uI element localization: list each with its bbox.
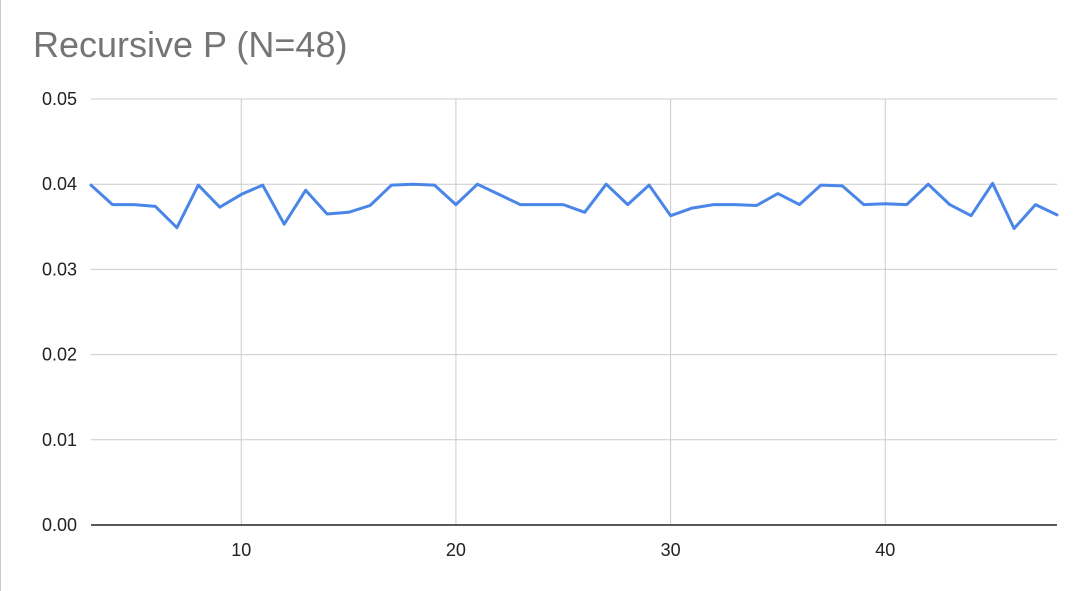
data-point — [669, 214, 672, 217]
data-point — [454, 203, 457, 206]
data-point — [841, 184, 844, 187]
x-tick-label: 40 — [875, 540, 895, 560]
data-point — [412, 183, 415, 186]
chart-title: Recursive P (N=48) — [33, 24, 348, 65]
data-point — [326, 213, 329, 216]
tick-labels: 0.00 0.01 0.02 0.03 0.04 0.05 10 20 30 40 — [42, 89, 895, 560]
data-point — [154, 205, 157, 208]
data-point — [347, 211, 350, 214]
data-point — [691, 207, 694, 210]
data-point — [1034, 203, 1037, 206]
data-point — [798, 203, 801, 206]
y-tick-label: 0.00 — [42, 515, 77, 535]
data-point — [905, 203, 908, 206]
data-point — [734, 203, 737, 206]
data-point — [648, 184, 651, 187]
x-tick-label: 30 — [661, 540, 681, 560]
y-tick-label: 0.02 — [42, 345, 77, 365]
data-point — [175, 226, 178, 229]
data-point — [197, 184, 200, 187]
data-point — [970, 214, 973, 217]
data-point — [218, 206, 221, 209]
data-point — [283, 223, 286, 226]
y-tick-label: 0.05 — [42, 89, 77, 109]
data-point — [755, 204, 758, 207]
data-point — [927, 183, 930, 186]
data-point — [90, 184, 93, 187]
y-tick-label: 0.04 — [42, 174, 77, 194]
x-tick-label: 10 — [231, 540, 251, 560]
series-layer — [89, 181, 1059, 230]
data-point — [369, 204, 372, 207]
data-point — [519, 203, 522, 206]
data-point — [819, 184, 822, 187]
x-tick-label: 20 — [446, 540, 466, 560]
data-point — [240, 193, 243, 196]
gridlines — [91, 98, 1057, 525]
data-point — [261, 184, 264, 187]
data-point — [1056, 213, 1059, 216]
data-point — [776, 192, 779, 195]
data-point — [562, 203, 565, 206]
data-point — [304, 189, 307, 192]
y-tick-label: 0.03 — [42, 259, 77, 279]
data-point — [390, 184, 393, 187]
data-point — [862, 203, 865, 206]
data-point — [1013, 227, 1016, 230]
data-point — [111, 203, 114, 206]
data-point — [497, 193, 500, 196]
data-point — [626, 203, 629, 206]
data-point — [605, 183, 608, 186]
data-point — [991, 182, 994, 185]
data-point — [884, 202, 887, 205]
data-point — [132, 203, 135, 206]
data-point — [433, 184, 436, 187]
series-line — [89, 181, 1059, 230]
data-point — [540, 203, 543, 206]
data-point — [948, 203, 951, 206]
data-point — [712, 203, 715, 206]
data-point — [583, 211, 586, 214]
data-point — [476, 183, 479, 186]
y-tick-label: 0.01 — [42, 430, 77, 450]
